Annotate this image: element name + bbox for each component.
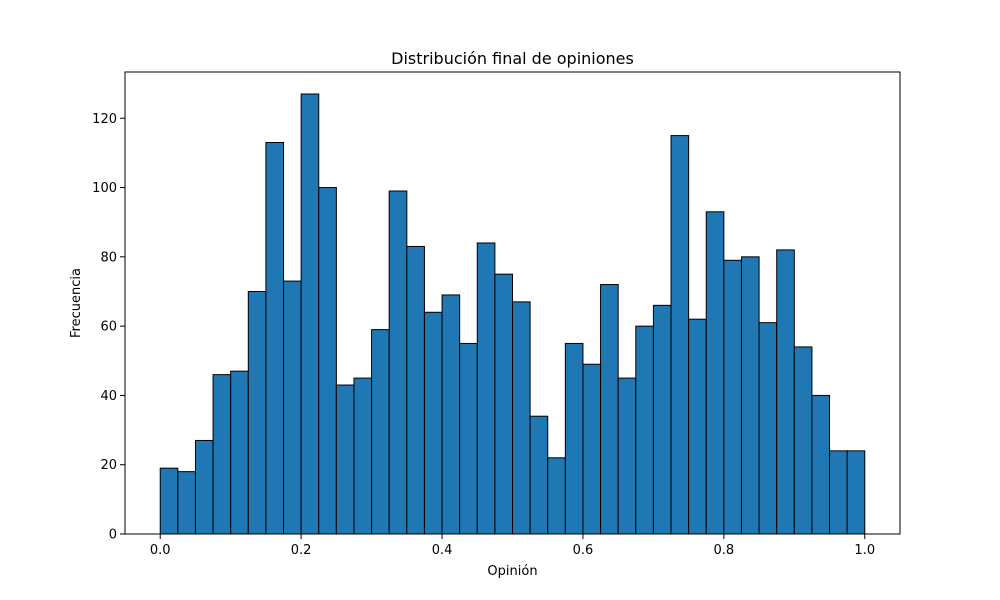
histogram-bar xyxy=(740,256,760,535)
histogram-bar xyxy=(423,311,443,535)
x-tick-label: 0.6 xyxy=(573,543,594,558)
y-axis-ticks: 0 20 40 60 80 100 120 xyxy=(92,112,125,543)
histogram-bar xyxy=(212,374,232,535)
histogram-bar xyxy=(230,370,249,535)
x-tick-label: 0.4 xyxy=(432,543,453,558)
histogram-bar xyxy=(758,322,778,535)
y-tick-label: 120 xyxy=(92,112,117,127)
y-tick-label: 60 xyxy=(100,320,117,335)
y-tick-label: 20 xyxy=(100,458,117,473)
x-axis-ticks: 0.0 0.2 0.4 0.6 0.8 1.0 xyxy=(150,534,875,558)
histogram-bar xyxy=(459,342,478,535)
chart-title: Distribución final de opiniones xyxy=(391,49,634,68)
histogram-bar xyxy=(476,242,496,535)
histogram-bar xyxy=(371,329,390,535)
histogram-bar xyxy=(652,304,672,535)
histogram-bar xyxy=(846,450,866,535)
histogram-bar xyxy=(247,290,267,535)
histogram-bar xyxy=(793,346,813,535)
histogram-bar xyxy=(194,439,214,535)
histogram-bar xyxy=(564,342,584,535)
histogram-bar xyxy=(547,457,566,535)
histogram-bar xyxy=(335,384,355,535)
histogram-bar xyxy=(670,135,690,535)
histogram-bar xyxy=(688,318,707,535)
histogram-bar xyxy=(600,284,619,535)
y-tick-label: 0 xyxy=(109,528,117,543)
x-axis-label: Opinión xyxy=(487,564,537,579)
histogram-bar xyxy=(406,245,425,535)
histogram-bar xyxy=(829,450,848,535)
x-tick-label: 0.8 xyxy=(714,543,735,558)
histogram-bar xyxy=(318,187,337,535)
y-tick-label: 40 xyxy=(100,389,117,404)
histogram-bar xyxy=(512,301,531,535)
plot-frame xyxy=(124,71,901,535)
histogram-bar xyxy=(776,249,795,535)
histogram-bar xyxy=(388,190,408,535)
x-tick-label: 0.2 xyxy=(291,543,312,558)
histogram-bar xyxy=(582,363,602,535)
histogram-bar xyxy=(177,471,196,535)
histogram-bar xyxy=(441,294,461,535)
histogram-bar xyxy=(494,273,513,535)
y-tick-label: 100 xyxy=(92,181,117,196)
y-tick-label: 80 xyxy=(100,250,117,265)
x-tick-label: 0.0 xyxy=(150,543,171,558)
histogram-bar xyxy=(300,93,320,535)
histogram-bar xyxy=(353,377,373,535)
x-tick-label: 1.0 xyxy=(854,543,875,558)
y-axis-label: Frecuencia xyxy=(69,268,84,338)
histogram-bar xyxy=(635,325,654,535)
bars-group xyxy=(159,93,866,535)
histogram-bar xyxy=(617,377,637,535)
histogram-bar xyxy=(811,394,831,535)
histogram-bar xyxy=(705,211,725,535)
histogram-bar xyxy=(265,142,285,535)
histogram-bar xyxy=(723,259,742,535)
histogram-bar xyxy=(283,280,302,535)
histogram-bar xyxy=(159,467,179,535)
histogram-bar xyxy=(529,415,549,535)
